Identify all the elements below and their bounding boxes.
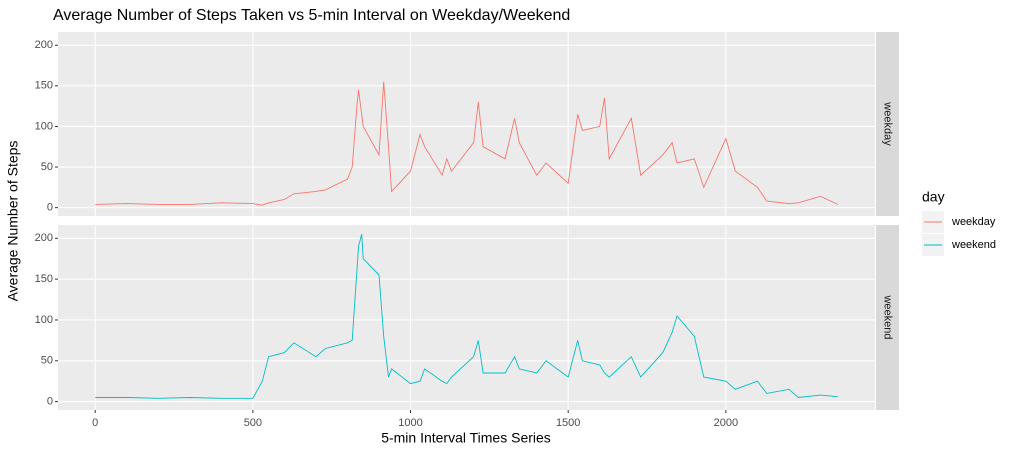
strip-label: weekend	[882, 294, 894, 339]
y-tick-label: 50	[41, 161, 53, 173]
line	[95, 81, 838, 206]
y-tick-label: 200	[35, 39, 53, 51]
y-tick-label: 0	[47, 202, 53, 214]
strip-background	[876, 225, 899, 410]
chart-title: Average Number of Steps Taken vs 5-min I…	[53, 7, 570, 24]
x-tick-label: 0	[92, 417, 98, 429]
line	[95, 234, 838, 399]
y-tick-label: 200	[35, 232, 53, 244]
y-tick-label: 150	[35, 273, 53, 285]
strip-label: weekday	[882, 101, 894, 146]
y-tick-label: 100	[35, 120, 53, 132]
y-tick-label: 150	[35, 80, 53, 92]
x-tick-label: 500	[244, 417, 262, 429]
strip-background	[876, 32, 899, 216]
y-tick-label: 100	[35, 314, 53, 326]
y-axis-label: Average Number of Steps	[5, 141, 21, 302]
x-tick-label: 2000	[714, 417, 738, 429]
x-axis-label: 5-min Interval Times Series	[381, 430, 551, 446]
y-tick-label: 50	[41, 355, 53, 367]
panel-background	[58, 32, 875, 216]
x-tick-label: 1000	[398, 417, 422, 429]
legend-title: day	[922, 189, 945, 205]
panel-background	[58, 225, 875, 410]
y-tick-label: 0	[47, 395, 53, 407]
x-tick-label: 1500	[556, 417, 580, 429]
legend-label: weekday	[951, 216, 996, 228]
legend-label: weekend	[951, 239, 996, 251]
